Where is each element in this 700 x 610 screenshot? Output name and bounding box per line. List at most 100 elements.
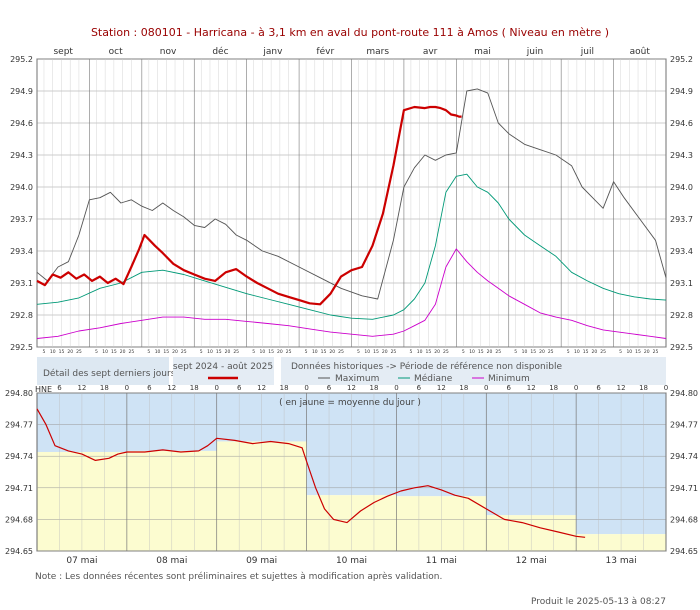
upper-day-tick-label: 15 [321,349,327,355]
upper-day-tick-label: 10 [312,349,318,355]
lower-hour-tick-label: 18 [370,384,379,392]
upper-day-tick-label: 5 [514,349,517,355]
upper-day-tick-label: 20 [329,349,335,355]
upper-month-label: oct [109,47,123,57]
upper-day-tick-label: 15 [59,349,65,355]
lower-y-tick-label-right: 294.71 [670,484,698,493]
lower-hour-tick-label: 18 [549,384,558,392]
lower-hour-tick-label: 12 [527,384,536,392]
upper-day-tick-label: 20 [539,349,545,355]
upper-day-tick-label: 10 [155,349,161,355]
lower-hour-tick-label: 18 [280,384,289,392]
upper-day-tick-label: 5 [252,349,255,355]
upper-day-tick-label: 5 [305,349,308,355]
upper-day-tick-label: 10 [207,349,213,355]
upper-day-tick-label: 25 [233,349,239,355]
upper-day-tick-label: 25 [76,349,82,355]
upper-day-tick-label: 20 [120,349,126,355]
legend-detail-box [37,357,169,385]
lower-series-current [36,408,586,538]
upper-y-tick-label-left: 292.8 [10,311,33,320]
upper-month-label: déc [212,46,228,57]
upper-series-minimum [36,248,667,339]
lower-y-tick-label-left: 294.71 [5,484,33,493]
lower-series [36,408,586,538]
lower-day-label: 12 mai [516,556,547,566]
upper-y-tick-label-right: 294.3 [670,151,693,160]
upper-month-label: juil [580,47,594,57]
lower-y-tick-label-right: 294.65 [670,547,698,556]
lower-day-label: 09 mai [246,556,277,566]
lower-hour-tick-label: 18 [459,384,468,392]
lower-hour-tick-label: 6 [507,384,512,392]
upper-day-tick-label: 20 [591,349,597,355]
upper-month-label: août [630,47,651,57]
lower-hour-tick-label: 0 [214,384,218,392]
lower-hour-tick-label: 12 [257,384,266,392]
lower-hour-tick-label: 18 [100,384,109,392]
upper-month-label: juin [526,47,543,57]
upper-day-tick-label: 5 [462,349,465,355]
lower-hour-tick-label: 0 [484,384,488,392]
upper-day-tick-label: 5 [200,349,203,355]
upper-y-tick-label-left: 293.7 [10,215,33,224]
lower-y-tick-label-left: 294.80 [5,389,33,398]
lower-hour-tick-label: 18 [190,384,199,392]
upper-day-tick-label: 5 [409,349,412,355]
legend-period-box [173,357,274,385]
upper-y-tick-label-right: 294.9 [670,87,693,96]
upper-day-tick-label: 25 [653,349,659,355]
upper-day-tick-label: 25 [128,349,134,355]
upper-day-tick-label: 15 [163,349,169,355]
upper-day-tick-label: 10 [522,349,528,355]
legend-detail-label: Détail des sept derniers jours [43,368,176,379]
upper-series-maximum [36,88,667,300]
legend-historic-title: Données historiques -> Période de référe… [291,361,562,372]
upper-day-tick-label: 10 [260,349,266,355]
upper-day-tick-label: 25 [286,349,292,355]
upper-month-label: sept [53,47,73,57]
upper-day-tick-label: 20 [67,349,73,355]
upper-y-tick-label-left: 294.0 [10,183,33,192]
upper-day-tick-label: 5 [567,349,570,355]
upper-y-tick-label-left: 295.2 [10,55,33,64]
upper-day-tick-label: 10 [417,349,423,355]
upper-month-label: nov [160,47,177,57]
upper-month-label: mai [474,47,491,57]
lower-axes: 294.65 294.65 294.68 294.68 294.71 294.71 294.… [5,384,698,566]
footer-note: Note : Les données récentes sont prélimi… [35,571,442,582]
lower-day-label: 13 mai [606,556,637,566]
lower-y-tick-label-left: 294.68 [5,515,33,524]
lower-hour-tick-label: 6 [57,384,62,392]
upper-y-tick-label-left: 294.9 [10,87,33,96]
footer-produced: Produit le 2025-05-13 à 08:27 [531,597,666,607]
lower-hour-tick-label: 6 [147,384,152,392]
upper-day-tick-label: 15 [478,349,484,355]
lower-hour-tick-label: 6 [417,384,422,392]
lower-day-label: 11 mai [426,556,457,566]
upper-day-tick-label: 25 [338,349,344,355]
upper-day-tick-label: 15 [635,349,641,355]
legend-maximum-label: Maximum [335,374,379,384]
upper-day-tick-label: 10 [50,349,56,355]
legend-historic-box [281,357,666,385]
upper-day-tick-label: 20 [172,349,178,355]
chart-title: Station : 080101 - Harricana - à 3,1 km … [91,26,609,39]
legend-minimum-label: Minimum [488,374,530,384]
upper-day-tick-label: 5 [619,349,622,355]
upper-y-tick-label-right: 295.2 [670,55,693,64]
upper-day-tick-label: 5 [357,349,360,355]
upper-day-tick-label: 15 [216,349,222,355]
lower-hour-tick-label: 0 [394,384,398,392]
upper-series-median [36,173,667,320]
upper-day-tick-label: 25 [495,349,501,355]
lower-y-tick-label-right: 294.74 [670,452,698,461]
lower-hour-tick-label: 12 [347,384,356,392]
upper-series-current [36,105,462,306]
upper-day-tick-label: 20 [434,349,440,355]
upper-day-tick-label: 10 [626,349,632,355]
upper-day-tick-label: 15 [426,349,432,355]
lower-hour-tick-label: 0 [125,384,129,392]
lower-hour-tick-label: 18 [639,384,648,392]
upper-series [36,88,667,339]
